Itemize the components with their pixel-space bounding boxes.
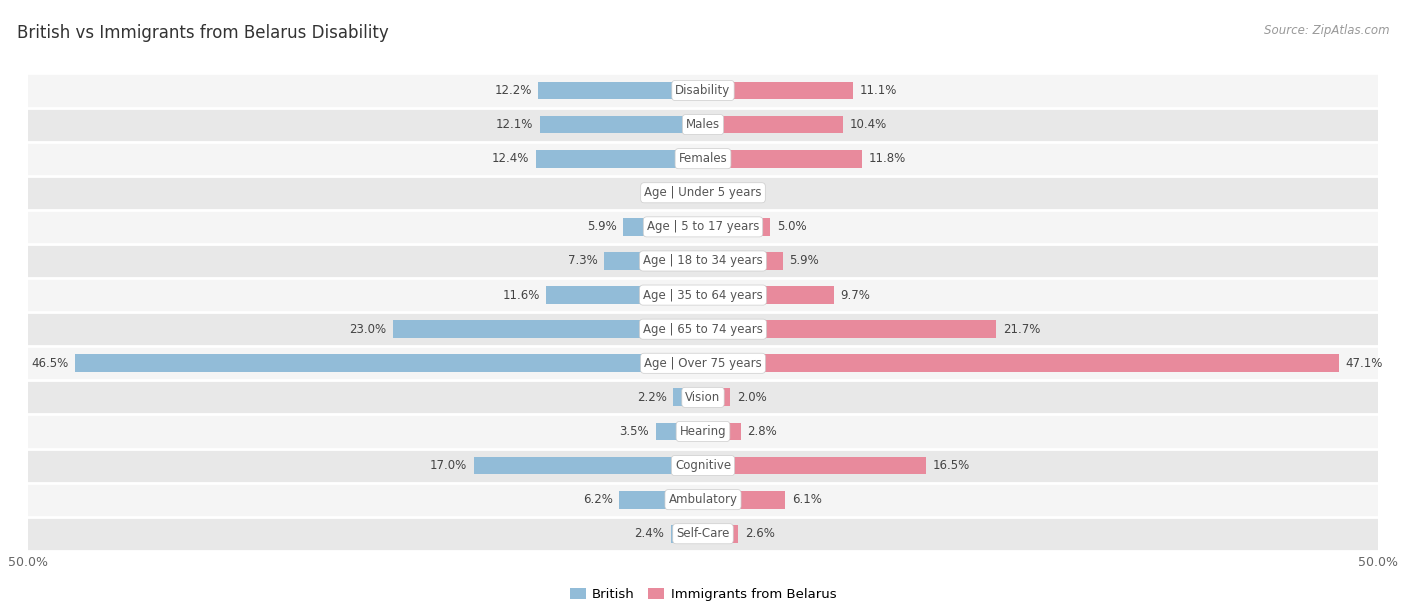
Bar [28, 346, 1378, 380]
Text: 7.3%: 7.3% [568, 255, 598, 267]
Text: British vs Immigrants from Belarus Disability: British vs Immigrants from Belarus Disab… [17, 24, 388, 42]
Legend: British, Immigrants from Belarus: British, Immigrants from Belarus [564, 583, 842, 606]
Bar [28, 312, 1378, 346]
Text: Hearing: Hearing [679, 425, 727, 438]
Bar [28, 141, 1378, 176]
Bar [28, 414, 1378, 449]
Text: Age | 5 to 17 years: Age | 5 to 17 years [647, 220, 759, 233]
Bar [474, 457, 703, 474]
Text: 10.4%: 10.4% [851, 118, 887, 131]
Text: Ambulatory: Ambulatory [668, 493, 738, 506]
Text: Cognitive: Cognitive [675, 459, 731, 472]
Bar [28, 449, 1378, 483]
Text: 9.7%: 9.7% [841, 289, 870, 302]
Bar [28, 73, 1378, 108]
Text: Disability: Disability [675, 84, 731, 97]
Text: 5.0%: 5.0% [778, 220, 807, 233]
Text: Age | 35 to 64 years: Age | 35 to 64 years [643, 289, 763, 302]
Text: Age | Over 75 years: Age | Over 75 years [644, 357, 762, 370]
Text: 21.7%: 21.7% [1002, 323, 1040, 335]
Text: Self-Care: Self-Care [676, 528, 730, 540]
Text: 2.6%: 2.6% [745, 528, 775, 540]
Bar [655, 423, 703, 440]
Text: 12.1%: 12.1% [495, 118, 533, 131]
Bar [703, 116, 844, 133]
Bar [703, 252, 783, 270]
Bar [703, 320, 995, 338]
Bar [28, 108, 1378, 141]
Text: Vision: Vision [685, 391, 721, 404]
Bar [392, 320, 703, 338]
Bar [703, 423, 741, 440]
Bar [619, 491, 703, 509]
Bar [28, 176, 1378, 210]
Text: 1.5%: 1.5% [647, 186, 676, 200]
Text: 12.2%: 12.2% [494, 84, 531, 97]
Bar [623, 218, 703, 236]
Text: Females: Females [679, 152, 727, 165]
Text: 6.1%: 6.1% [792, 493, 823, 506]
Text: 2.4%: 2.4% [634, 528, 664, 540]
Bar [536, 150, 703, 168]
Text: 5.9%: 5.9% [586, 220, 617, 233]
Bar [703, 184, 717, 201]
Bar [671, 525, 703, 543]
Bar [703, 354, 1339, 372]
Text: 23.0%: 23.0% [349, 323, 385, 335]
Text: Males: Males [686, 118, 720, 131]
Bar [28, 517, 1378, 551]
Bar [28, 210, 1378, 244]
Text: 46.5%: 46.5% [31, 357, 69, 370]
Bar [683, 184, 703, 201]
Text: Age | 65 to 74 years: Age | 65 to 74 years [643, 323, 763, 335]
Text: 16.5%: 16.5% [932, 459, 970, 472]
Bar [703, 150, 862, 168]
Bar [703, 81, 853, 99]
Bar [538, 81, 703, 99]
Bar [703, 457, 925, 474]
Bar [703, 218, 770, 236]
Text: 11.8%: 11.8% [869, 152, 907, 165]
Text: 3.5%: 3.5% [620, 425, 650, 438]
Bar [76, 354, 703, 372]
Bar [673, 389, 703, 406]
Text: 1.0%: 1.0% [723, 186, 754, 200]
Text: 2.0%: 2.0% [737, 391, 766, 404]
Bar [703, 491, 786, 509]
Bar [703, 286, 834, 304]
Text: 2.2%: 2.2% [637, 391, 666, 404]
Bar [540, 116, 703, 133]
Text: 11.1%: 11.1% [859, 84, 897, 97]
Text: Source: ZipAtlas.com: Source: ZipAtlas.com [1264, 24, 1389, 37]
Text: 17.0%: 17.0% [430, 459, 467, 472]
Text: 47.1%: 47.1% [1346, 357, 1384, 370]
Bar [28, 244, 1378, 278]
Text: 2.8%: 2.8% [748, 425, 778, 438]
Text: 11.6%: 11.6% [502, 289, 540, 302]
Bar [28, 483, 1378, 517]
Bar [547, 286, 703, 304]
Bar [703, 389, 730, 406]
Text: 12.4%: 12.4% [492, 152, 529, 165]
Bar [28, 278, 1378, 312]
Bar [605, 252, 703, 270]
Text: Age | Under 5 years: Age | Under 5 years [644, 186, 762, 200]
Text: 6.2%: 6.2% [582, 493, 613, 506]
Text: Age | 18 to 34 years: Age | 18 to 34 years [643, 255, 763, 267]
Bar [703, 525, 738, 543]
Bar [28, 380, 1378, 414]
Text: 5.9%: 5.9% [789, 255, 820, 267]
